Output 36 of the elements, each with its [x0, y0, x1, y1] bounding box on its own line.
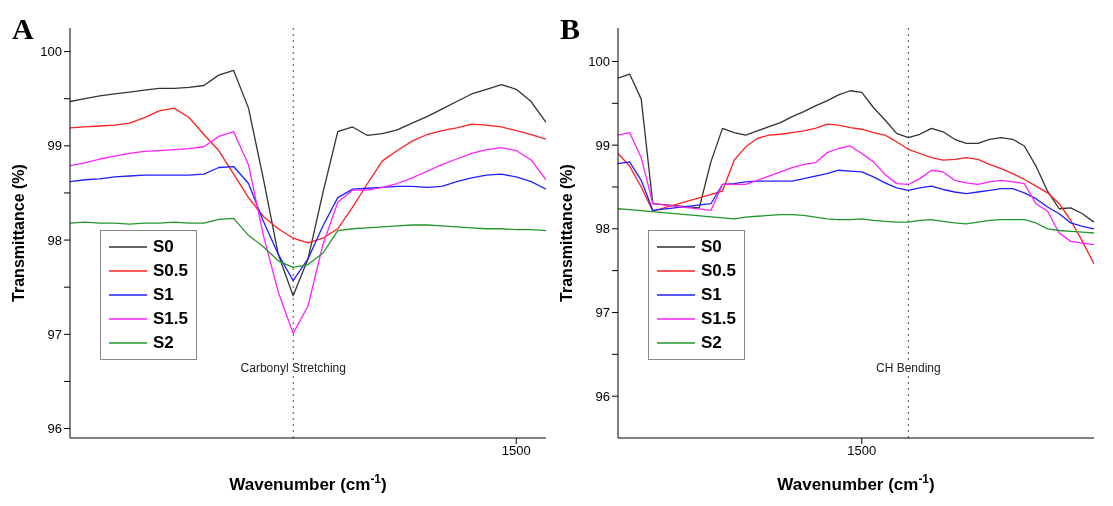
y-tick-label: 99: [595, 137, 610, 153]
legend-label: S1.5: [701, 309, 736, 329]
x-tick-label: 1500: [847, 443, 877, 459]
legend-label: S2: [153, 333, 174, 353]
legend-label: S0: [701, 237, 722, 257]
y-axis-title: Transmittance (%): [558, 164, 575, 302]
chart-title: B: [560, 12, 581, 46]
y-tick-label: 97: [47, 326, 62, 342]
legend-label: S1.5: [153, 309, 188, 329]
annotation: CH Bending: [876, 361, 941, 376]
y-tick-label: 98: [47, 232, 62, 248]
line-series: [618, 123, 1094, 265]
line-series: [70, 165, 546, 282]
y-tick-label: 96: [47, 421, 62, 437]
chart-title: A: [12, 12, 34, 46]
y-tick-label: 99: [47, 138, 62, 154]
legend-label: S0.5: [701, 261, 736, 281]
legend-label: S1: [701, 285, 722, 305]
annotation: Carbonyl Stretching: [240, 361, 346, 376]
line-series: [70, 131, 546, 335]
legend-label: S0: [153, 237, 174, 257]
legend-label: S2: [701, 333, 722, 353]
x-axis-title: Wavenumber (cm$^{-1}$): [229, 472, 387, 494]
x-axis-title: Wavenumber (cm$^{-1}$): [777, 472, 935, 494]
y-tick-label: 96: [595, 388, 610, 404]
line-series: [618, 208, 1094, 234]
y-tick-label: 97: [595, 305, 610, 321]
legend-label: S1: [153, 285, 174, 305]
y-axis-title: Transmittance (%): [10, 164, 27, 302]
y-tick-label: 100: [40, 44, 62, 60]
y-tick-label: 98: [595, 221, 610, 237]
line-series: [618, 161, 1094, 230]
y-tick-label: 100: [588, 54, 610, 70]
x-tick-label: 1500: [501, 443, 531, 459]
line-series: [618, 73, 1094, 223]
legend-label: S0.5: [153, 261, 188, 281]
